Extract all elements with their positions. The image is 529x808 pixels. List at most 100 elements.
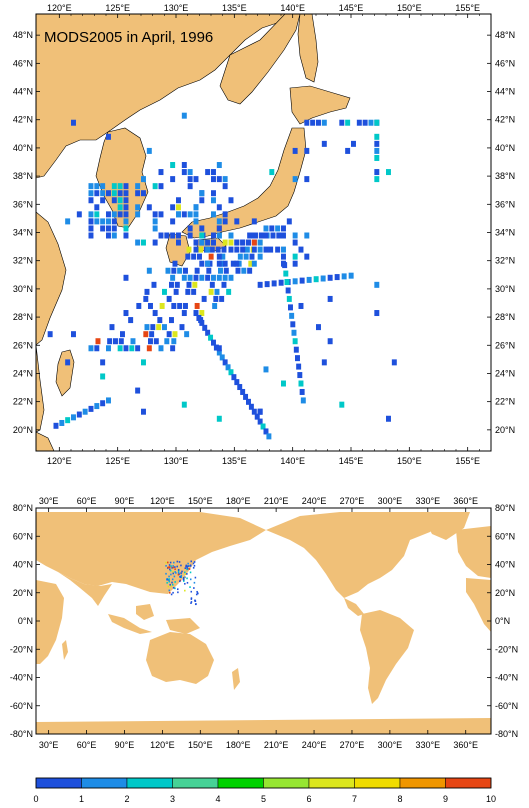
regional-obs-cell: [162, 288, 167, 295]
global-obs-cell: [168, 580, 171, 583]
regional-obs-cell: [356, 119, 362, 126]
regional-obs-cell: [76, 211, 82, 218]
regional-obs-cell: [299, 277, 305, 284]
regional-obs-cell: [216, 260, 222, 267]
regional-obs-cell: [304, 176, 310, 183]
colorbar-label: 3: [170, 794, 175, 804]
regional-obs-cell: [181, 310, 187, 317]
colorbar-box: [445, 777, 492, 789]
regional-obs-cell: [221, 246, 227, 253]
regional-obs-cell: [345, 119, 351, 126]
regional-obs-cell: [206, 267, 212, 274]
regional-obs-cell: [193, 310, 199, 317]
global-obs-cell: [171, 566, 173, 569]
regional-obs-cell: [197, 253, 202, 260]
regional-obs-cell: [158, 211, 164, 218]
regional-obs-cell: [123, 211, 129, 218]
regional-obs-cell: [216, 253, 222, 260]
global-obs-cell: [172, 586, 175, 589]
global-obs-cell: [193, 581, 196, 584]
regional-obs-cell: [216, 176, 222, 183]
global-obs-cell: [177, 570, 180, 572]
regional-obs-cell: [170, 345, 176, 352]
global-obs-cell: [189, 564, 192, 567]
regional-obs-cell: [248, 403, 254, 410]
regional-obs-cell: [95, 338, 101, 345]
regional-obs-cell: [209, 246, 215, 253]
regional-obs-cell: [111, 211, 117, 218]
regional-obs-cell: [191, 253, 197, 260]
regional-obs-cell: [278, 279, 284, 286]
regional-obs-cell: [109, 324, 115, 331]
regional-obs-cell: [94, 218, 100, 225]
regional-right-lat-label: 34°N: [495, 228, 515, 238]
regional-obs-cell: [199, 310, 205, 317]
regional-obs-cell: [263, 246, 269, 253]
map-title: MODS2005 in April, 1996: [44, 29, 213, 46]
regional-obs-cell: [187, 211, 193, 218]
regional-obs-cell: [123, 197, 129, 204]
regional-obs-cell: [177, 267, 183, 274]
global-obs-cell: [184, 573, 187, 576]
regional-obs-cell: [100, 373, 106, 380]
regional-left-lat-ticks: 20°N 22°N 24°N 26°N 28°N 30°N 32°N 34°N 36°N 38°N…: [13, 30, 40, 435]
global-obs-cell: [189, 578, 192, 581]
global-obs-cell: [179, 576, 182, 578]
regional-obs-cell: [374, 154, 380, 161]
regional-obs-cell: [215, 246, 221, 253]
global-obs-cell: [165, 564, 167, 567]
regional-obs-cell: [100, 218, 106, 225]
global-obs-cell: [169, 583, 171, 586]
regional-obs-cell: [222, 274, 228, 281]
global-obs-cell: [174, 568, 176, 571]
global-left-lat-label: 20°N: [13, 588, 33, 598]
regional-obs-cell: [111, 232, 117, 239]
china-coast-south2: [36, 344, 45, 433]
central-america: [344, 598, 364, 616]
regional-obs-cell: [187, 169, 193, 176]
regional-obs-cell: [174, 281, 180, 288]
regional-obs-cell: [135, 190, 141, 197]
regional-obs-cell: [176, 197, 181, 204]
regional-bottom-lon-label: 135°E: [222, 456, 247, 466]
regional-obs-cell: [135, 387, 141, 394]
regional-left-lat-label: 30°N: [13, 284, 33, 294]
regional-obs-cell: [141, 359, 146, 366]
colorbar-box: [81, 777, 128, 789]
colorbar-box: [35, 777, 82, 789]
global-obs-cell: [172, 591, 174, 594]
regional-obs-cell: [299, 388, 305, 395]
global-obs-cell: [187, 562, 189, 565]
regional-obs-cell: [240, 239, 246, 246]
regional-top-lon-label: 140°E: [280, 3, 305, 13]
global-left-lat-label: 40°N: [13, 560, 33, 570]
global-bottom-lon-label: 300°E: [378, 740, 403, 750]
regional-obs-cell: [248, 260, 254, 267]
regional-obs-cell: [263, 428, 269, 435]
regional-obs-cell: [211, 197, 216, 204]
regional-obs-cell: [263, 366, 269, 373]
regional-obs-cell: [258, 232, 264, 239]
regional-obs-cell: [143, 295, 149, 302]
regional-obs-cell: [88, 197, 94, 204]
global-observation-cells: [165, 560, 199, 606]
regional-obs-cell: [159, 302, 165, 309]
global-top-lon-label: 90°E: [115, 496, 135, 506]
regional-bottom-lon-label: 155°E: [455, 456, 480, 466]
regional-left-lat-label: 32°N: [13, 256, 33, 266]
regional-right-lat-label: 40°N: [495, 143, 515, 153]
regional-obs-cell: [228, 232, 234, 239]
global-bottom-lon-label: 180°E: [226, 740, 251, 750]
regional-obs-cell: [170, 218, 176, 225]
regional-obs-cell: [226, 288, 232, 295]
regional-obs-cell: [228, 369, 234, 376]
regional-obs-cell: [158, 232, 164, 239]
regional-obs-cell: [111, 197, 117, 204]
regional-obs-cell: [88, 190, 94, 197]
regional-obs-cell: [313, 276, 319, 283]
global-top-lon-label: 270°E: [340, 496, 365, 506]
regional-bottom-lon-label: 120°E: [47, 456, 72, 466]
global-obs-cell: [176, 565, 178, 568]
global-obs-cell: [176, 560, 179, 563]
regional-obs-cell: [106, 211, 111, 218]
